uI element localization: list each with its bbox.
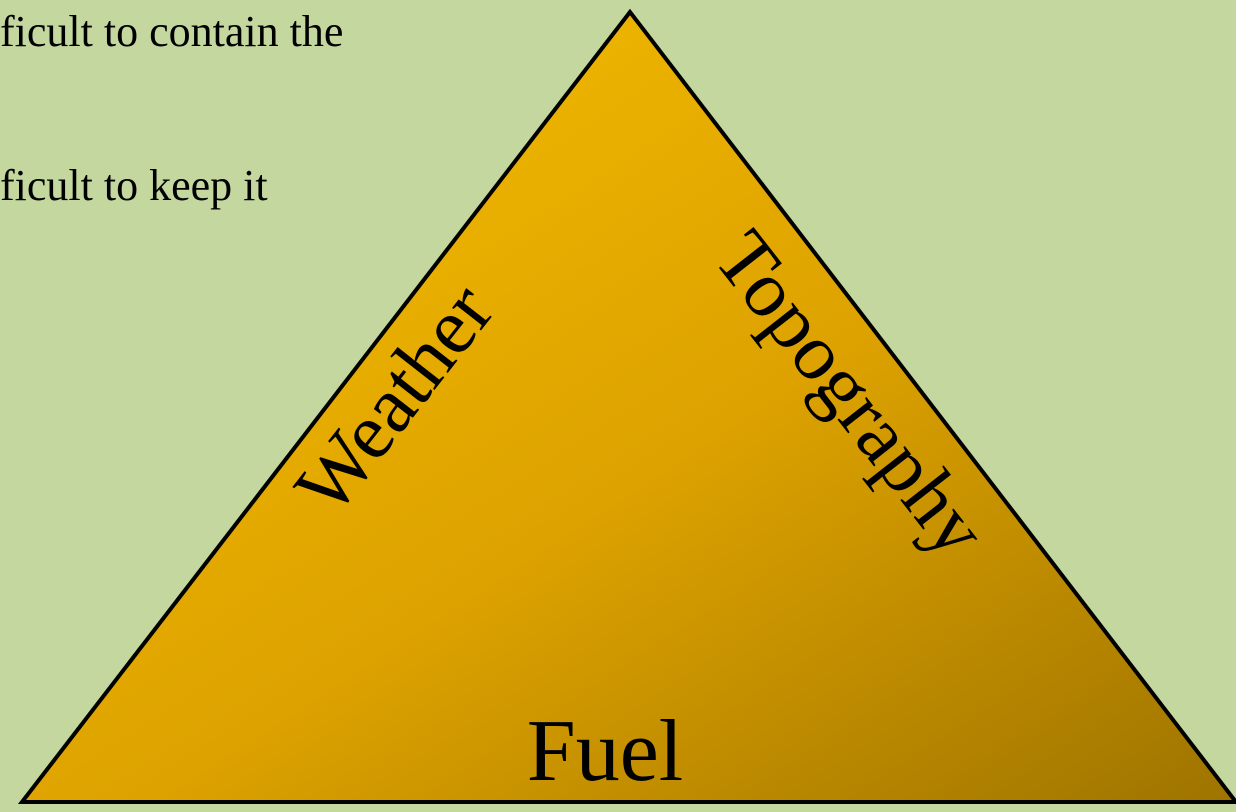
text-line: ficult to contain the [0, 7, 343, 56]
text-line: ficult to keep it [0, 161, 268, 210]
fire-triangle [17, 8, 1236, 804]
side-label: Fuel [527, 703, 683, 800]
